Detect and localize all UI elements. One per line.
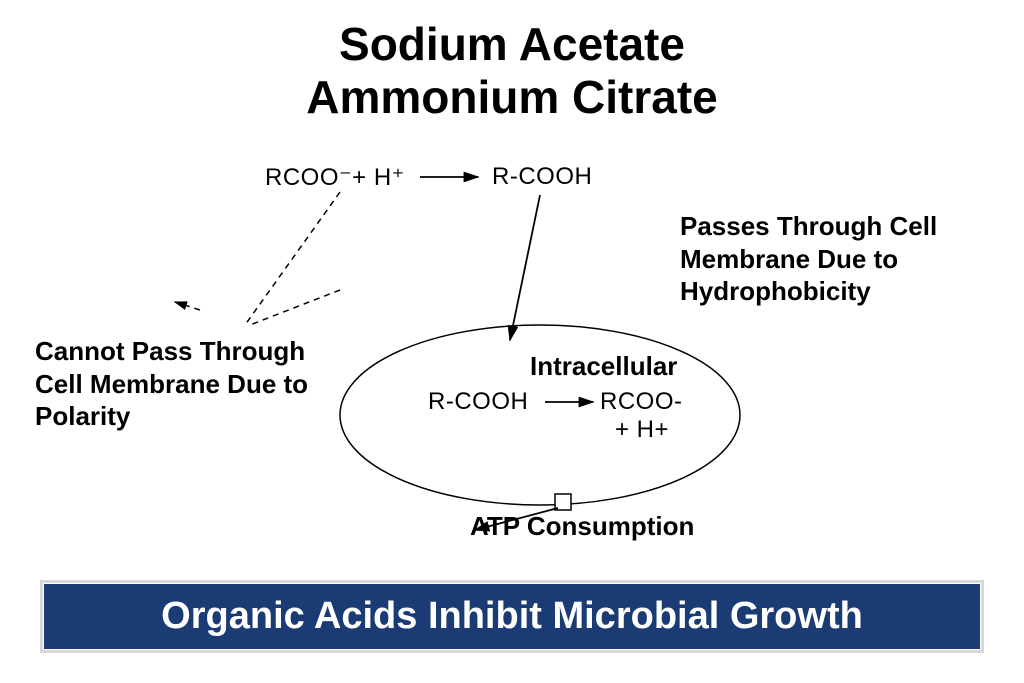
membrane-pump-box (555, 494, 571, 510)
arrow-cannot-dash-1 (245, 192, 340, 325)
equation-top-lhs: RCOO⁻+ H⁺ (265, 163, 405, 192)
label-intracellular: Intracellular (530, 350, 677, 383)
arrow-cannot-dash-2 (250, 290, 340, 325)
diagram-canvas: Sodium Acetate Ammonium Citrate RCOO⁻+ H… (0, 0, 1024, 683)
label-passes-through: Passes Through Cell Membrane Due to Hydr… (680, 210, 937, 308)
diagram-title: Sodium Acetate Ammonium Citrate (0, 18, 1024, 124)
banner-container: Organic Acids Inhibit Microbial Growth (40, 580, 984, 653)
arrow-into-cell (510, 195, 540, 340)
equation-top-rhs: R-COOH (492, 163, 592, 191)
equation-cell-lhs: R-COOH (428, 388, 528, 416)
label-atp-consumption: ATP Consumption (470, 510, 694, 543)
title-line-1: Sodium Acetate (0, 18, 1024, 71)
title-line-2: Ammonium Citrate (0, 71, 1024, 124)
banner-text: Organic Acids Inhibit Microbial Growth (40, 580, 984, 653)
label-cannot-pass: Cannot Pass Through Cell Membrane Due to… (35, 335, 308, 433)
arrow-cannot-head (175, 302, 200, 310)
equation-cell-rhs-bot: + H+ (615, 416, 669, 444)
equation-cell-rhs-top: RCOO- (600, 388, 683, 416)
